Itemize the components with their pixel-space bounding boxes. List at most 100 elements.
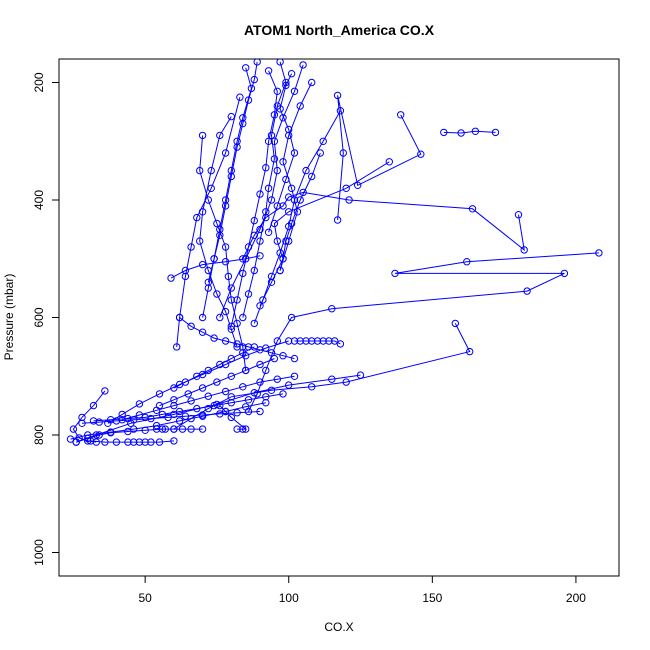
data-point bbox=[397, 111, 405, 119]
data-point bbox=[78, 419, 86, 427]
series-19 bbox=[196, 112, 241, 351]
data-point bbox=[256, 225, 264, 234]
data-point bbox=[196, 166, 204, 175]
y-tick-label: 200 bbox=[32, 72, 46, 92]
data-point bbox=[287, 219, 296, 228]
x-tick-label: 50 bbox=[138, 591, 152, 605]
data-point bbox=[333, 91, 342, 100]
data-point bbox=[187, 243, 195, 251]
data-point bbox=[333, 216, 342, 224]
series-15 bbox=[239, 59, 290, 322]
data-point bbox=[466, 347, 474, 356]
data-point bbox=[107, 416, 115, 424]
data-point bbox=[267, 131, 276, 140]
data-point bbox=[256, 407, 264, 416]
data-point bbox=[221, 387, 230, 396]
data-point bbox=[155, 390, 164, 398]
data-point bbox=[164, 413, 172, 422]
data-point bbox=[308, 78, 316, 87]
data-point bbox=[279, 202, 287, 210]
data-point bbox=[84, 434, 92, 443]
data-point bbox=[181, 378, 190, 386]
data-point bbox=[287, 184, 296, 193]
data-point bbox=[273, 166, 281, 175]
data-point bbox=[491, 128, 500, 137]
series-line bbox=[202, 67, 252, 318]
data-point bbox=[221, 337, 230, 345]
data-point bbox=[170, 437, 178, 445]
data-point bbox=[256, 378, 264, 386]
data-point bbox=[213, 290, 221, 298]
data-point bbox=[595, 249, 603, 257]
data-point bbox=[299, 61, 307, 69]
data-point bbox=[290, 337, 299, 345]
data-point bbox=[316, 149, 324, 157]
data-point bbox=[170, 410, 178, 419]
data-point bbox=[514, 211, 523, 219]
y-tick-label: 1000 bbox=[32, 539, 46, 566]
series-line bbox=[443, 130, 496, 134]
data-point bbox=[135, 400, 144, 408]
data-point bbox=[468, 205, 477, 213]
data-point bbox=[276, 266, 284, 275]
data-point bbox=[345, 196, 353, 204]
data-point bbox=[560, 269, 569, 278]
series-17 bbox=[264, 70, 299, 237]
series-line bbox=[122, 375, 295, 421]
data-point bbox=[198, 384, 207, 392]
series-line bbox=[337, 95, 422, 221]
data-point bbox=[285, 193, 293, 201]
data-point bbox=[141, 413, 149, 422]
data-point bbox=[224, 272, 233, 281]
data-point bbox=[213, 378, 221, 386]
data-point bbox=[242, 64, 250, 72]
data-point bbox=[336, 340, 345, 348]
data-point bbox=[155, 438, 164, 446]
data-point bbox=[227, 322, 236, 330]
data-point bbox=[135, 438, 144, 446]
data-point bbox=[198, 131, 207, 140]
data-point bbox=[273, 375, 281, 383]
data-point bbox=[244, 243, 253, 251]
data-point bbox=[267, 386, 276, 394]
data-point bbox=[210, 334, 218, 342]
series-3 bbox=[256, 158, 393, 310]
data-point bbox=[356, 371, 365, 379]
data-point bbox=[78, 413, 86, 422]
series-6 bbox=[170, 319, 474, 433]
data-point bbox=[198, 411, 207, 419]
data-point bbox=[118, 410, 126, 419]
data-point bbox=[308, 383, 316, 391]
data-point bbox=[181, 272, 190, 281]
data-point bbox=[196, 237, 204, 245]
data-point bbox=[270, 111, 279, 119]
data-point bbox=[204, 366, 213, 375]
data-point bbox=[204, 284, 213, 292]
data-point bbox=[256, 190, 264, 198]
series-line bbox=[159, 358, 275, 407]
data-point bbox=[124, 438, 132, 446]
data-point bbox=[463, 258, 471, 266]
series-line bbox=[279, 82, 313, 271]
data-point bbox=[158, 425, 167, 433]
series-line bbox=[294, 340, 341, 345]
data-point bbox=[256, 360, 264, 369]
data-point bbox=[457, 129, 465, 137]
data-point bbox=[227, 296, 236, 304]
series-line bbox=[170, 255, 261, 279]
series-line bbox=[199, 135, 247, 371]
data-point bbox=[250, 343, 259, 351]
data-point bbox=[221, 196, 230, 204]
y-tick-label: 400 bbox=[32, 190, 46, 210]
data-point bbox=[262, 164, 270, 172]
data-point bbox=[170, 401, 178, 410]
data-point bbox=[227, 284, 236, 292]
data-point bbox=[124, 427, 132, 436]
data-point bbox=[216, 131, 224, 140]
data-point bbox=[213, 219, 221, 228]
data-point bbox=[256, 237, 264, 245]
data-point bbox=[242, 425, 250, 433]
data-point bbox=[130, 416, 138, 424]
data-point bbox=[227, 399, 236, 407]
data-point bbox=[66, 435, 75, 443]
